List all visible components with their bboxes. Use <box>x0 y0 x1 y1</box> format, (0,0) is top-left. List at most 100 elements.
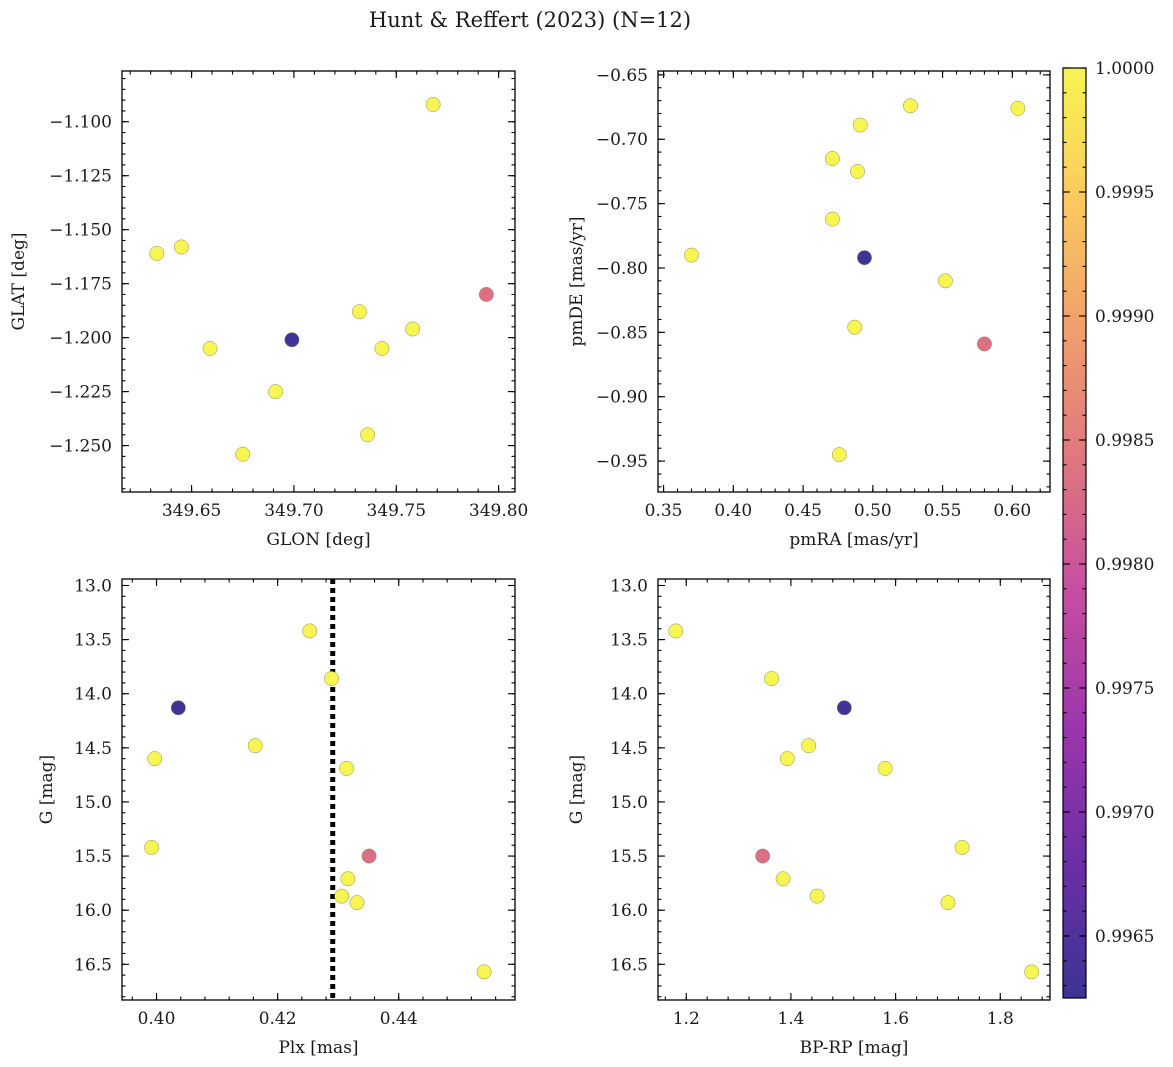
y-tick-label: −1.100 <box>49 113 112 133</box>
colorbar-tick-label: 0.9980 <box>1095 555 1154 575</box>
y-axis-label: G [mag] <box>37 755 57 824</box>
scatter-point <box>850 163 865 179</box>
scatter-point <box>903 98 918 114</box>
axes-frame <box>657 70 1051 493</box>
x-axis-label: pmRA [mas/yr] <box>789 530 918 550</box>
y-tick-label: −0.65 <box>596 66 648 86</box>
x-axis-label: Plx [mas] <box>278 1038 358 1058</box>
x-tick-label: 1.4 <box>777 1009 804 1029</box>
colorbar: 1.0000 0.9995 0.9990 0.9985 0.9980 0.9975 0.99… <box>1062 59 1154 999</box>
scatter-point <box>1024 964 1040 980</box>
y-tick-label: 13.0 <box>610 576 648 596</box>
x-tick-label: 349.70 <box>264 501 323 521</box>
scatter-point <box>857 250 872 266</box>
scatter-point <box>170 700 186 716</box>
colorbar-tick-label: 0.9965 <box>1095 927 1154 947</box>
scatter-point <box>976 336 992 352</box>
x-tick-label: 0.45 <box>784 501 822 521</box>
x-tick-label: 1.6 <box>882 1009 909 1029</box>
scatter-point <box>775 871 791 887</box>
scatter-point <box>824 151 840 166</box>
colorbar-tick-label: 0.9975 <box>1095 679 1154 699</box>
scatter-point <box>476 964 492 980</box>
y-axis-label: pmDE [mas/yr] <box>567 216 587 346</box>
scatter-point <box>339 760 355 776</box>
y-axis-label: GLAT [deg] <box>9 232 29 330</box>
scatter-point <box>360 427 376 443</box>
scatter-point <box>801 738 817 754</box>
scatter-point <box>937 273 953 289</box>
scatter-point <box>831 447 847 463</box>
scatter-point <box>349 895 365 911</box>
y-tick-label: −0.90 <box>596 388 648 408</box>
scatter-point <box>144 839 160 855</box>
x-tick-label: 349.65 <box>162 501 221 521</box>
panel-cmd: 1.2 1.4 1.6 1.8 13.0 13.5 14.0 14.5 15.0 15.5 16.0… <box>567 576 1051 1058</box>
scatter-point <box>334 888 350 904</box>
scatter-point <box>1010 100 1026 116</box>
scatter-point <box>764 671 780 687</box>
x-tick-label: 0.35 <box>645 501 683 521</box>
scatter-point <box>202 340 218 356</box>
scatter-point <box>755 848 771 864</box>
scatter-point <box>852 117 868 133</box>
scatter-point <box>425 97 441 112</box>
y-tick-label: 16.5 <box>610 955 648 975</box>
y-tick-label: −0.80 <box>596 259 648 279</box>
y-tick-label: 14.0 <box>74 685 112 705</box>
scatter-point <box>173 239 189 255</box>
y-tick-label: 16.0 <box>74 901 112 921</box>
scatter-point <box>235 446 251 462</box>
y-tick-label: −0.85 <box>596 323 648 343</box>
scatter-point <box>940 895 956 911</box>
y-tick-label: −1.175 <box>49 275 112 295</box>
axes-frame <box>657 578 1051 1001</box>
colorbar-gradient <box>1062 67 1087 999</box>
scatter-point <box>147 751 163 767</box>
scatter-point <box>302 623 318 639</box>
y-tick-label: 14.5 <box>610 739 648 759</box>
scatter-point <box>284 332 300 348</box>
y-tick-label: 15.0 <box>74 793 112 813</box>
x-tick-label: 0.40 <box>138 1009 176 1029</box>
x-tick-label: 0.42 <box>259 1009 297 1029</box>
scatter-point <box>351 304 367 320</box>
colorbar-tick-label: 0.9990 <box>1095 307 1154 327</box>
y-tick-label: −1.150 <box>49 221 112 241</box>
scatter-point <box>824 211 840 227</box>
y-tick-label: 14.0 <box>610 685 648 705</box>
x-axis-label: BP-RP [mag] <box>800 1038 909 1058</box>
y-tick-label: 15.5 <box>610 847 648 867</box>
y-tick-label: 14.5 <box>74 739 112 759</box>
x-tick-label: 0.40 <box>714 501 752 521</box>
scatter-point <box>405 321 421 337</box>
y-tick-label: 15.5 <box>74 847 112 867</box>
scatter-point <box>779 751 795 767</box>
scatter-point <box>361 848 377 864</box>
x-axis-label: GLON [deg] <box>266 530 370 550</box>
x-tick-label: 0.44 <box>380 1009 418 1029</box>
y-tick-label: −0.95 <box>596 452 648 472</box>
y-tick-label: 13.5 <box>610 631 648 651</box>
y-tick-label: −0.70 <box>596 130 648 150</box>
y-tick-label: 13.0 <box>74 576 112 596</box>
colorbar-tick-label: 1.0000 <box>1095 59 1154 79</box>
x-tick-label: 0.60 <box>993 501 1031 521</box>
y-tick-label: 15.0 <box>610 793 648 813</box>
scatter-point <box>836 700 852 716</box>
colorbar-tick-label: 0.9985 <box>1095 431 1154 451</box>
x-tick-label: 0.55 <box>924 501 962 521</box>
colorbar-tick-label: 0.9970 <box>1095 803 1154 823</box>
y-tick-label: −1.125 <box>49 167 112 187</box>
panel-pm: 0.35 0.40 0.45 0.50 0.55 0.60 −0.65 −0.70 −0.75 −… <box>567 66 1051 550</box>
scatter-point <box>954 839 970 855</box>
x-tick-label: 349.75 <box>367 501 426 521</box>
y-tick-label: −0.75 <box>596 195 648 215</box>
x-tick-label: 1.2 <box>673 1009 700 1029</box>
y-tick-label: −1.200 <box>49 329 112 349</box>
y-tick-label: 16.0 <box>610 901 648 921</box>
scatter-point <box>668 623 684 639</box>
x-tick-label: 0.50 <box>854 501 892 521</box>
y-tick-label: −1.225 <box>49 383 112 403</box>
